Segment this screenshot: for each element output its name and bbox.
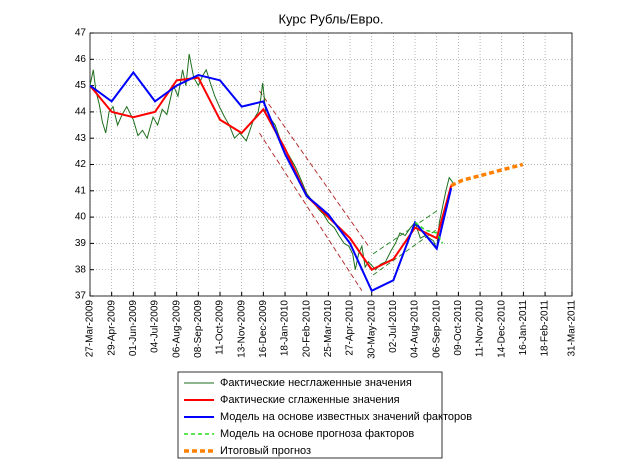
trend-line xyxy=(259,132,363,291)
legend-label: Фактические несглаженные значения xyxy=(220,377,412,389)
x-tick-label: 16-Jan-2011 xyxy=(518,300,529,356)
x-tick-label: 20-Feb-2010 xyxy=(301,300,312,358)
legend-box xyxy=(177,371,443,459)
y-tick-label: 40 xyxy=(75,212,87,223)
x-tick-label: 14-Dec-2010 xyxy=(496,300,507,358)
x-tick-label: 18-Feb-2011 xyxy=(540,300,551,357)
x-tick-label: 06-Aug-2009 xyxy=(171,300,182,358)
x-tick-label: 13-Nov-2009 xyxy=(236,300,247,358)
x-tick-label: 11-Nov-2010 xyxy=(475,300,486,358)
x-tick-label: 18-Jan-2010 xyxy=(280,300,291,357)
y-tick-label: 44 xyxy=(75,107,87,118)
x-tick-label: 02-Jul-2010 xyxy=(388,300,399,353)
y-tick-label: 41 xyxy=(75,185,87,196)
x-tick-label: 08-Sep-2009 xyxy=(193,300,204,358)
x-tick-label: 25-Mar-2010 xyxy=(323,300,334,358)
x-tick-label: 27-Mar-2009 xyxy=(85,300,96,358)
y-tick-label: 47 xyxy=(75,28,87,39)
series-line xyxy=(450,162,524,188)
y-tick-label: 42 xyxy=(75,159,87,170)
legend-label: Итоговый прогноз xyxy=(220,445,311,457)
y-tick-label: 43 xyxy=(75,133,87,144)
x-tick-label: 11-Oct-2009 xyxy=(215,300,226,355)
x-tick-label: 31-Mar-2011 xyxy=(567,300,578,357)
legend-label: Модель на основе прогноза факторов xyxy=(220,428,414,440)
series-line xyxy=(414,221,444,244)
x-tick-label: 16-Dec-2009 xyxy=(258,300,269,358)
x-tick-label: 30-May-2010 xyxy=(366,300,377,359)
legend-label: Фактические сглаженные значения xyxy=(220,394,400,406)
x-tick-label: 04-Aug-2010 xyxy=(410,300,421,358)
trend-line xyxy=(372,227,440,276)
chart-title: Курс Рубль/Евро. xyxy=(278,11,383,26)
y-tick-label: 45 xyxy=(75,80,87,91)
x-tick-label: 29-Apr-2009 xyxy=(106,300,117,356)
x-tick-label: 01-Jun-2009 xyxy=(128,300,139,357)
y-tick-label: 38 xyxy=(75,264,87,275)
y-tick-label: 46 xyxy=(75,54,87,65)
trend-line xyxy=(372,208,440,255)
legend-label: Модель на основе известных значений факт… xyxy=(220,411,472,423)
x-tick-label: 09-Oct-2010 xyxy=(453,300,464,356)
x-tick-label: 04-Jul-2009 xyxy=(150,300,161,353)
y-tick-label: 37 xyxy=(75,291,87,302)
x-tick-label: 06-Sep-2010 xyxy=(431,300,442,358)
series-line xyxy=(89,70,453,293)
axes-box xyxy=(89,32,573,297)
x-tick-label: 27-Apr-2010 xyxy=(345,300,356,356)
y-tick-label: 39 xyxy=(75,238,87,249)
